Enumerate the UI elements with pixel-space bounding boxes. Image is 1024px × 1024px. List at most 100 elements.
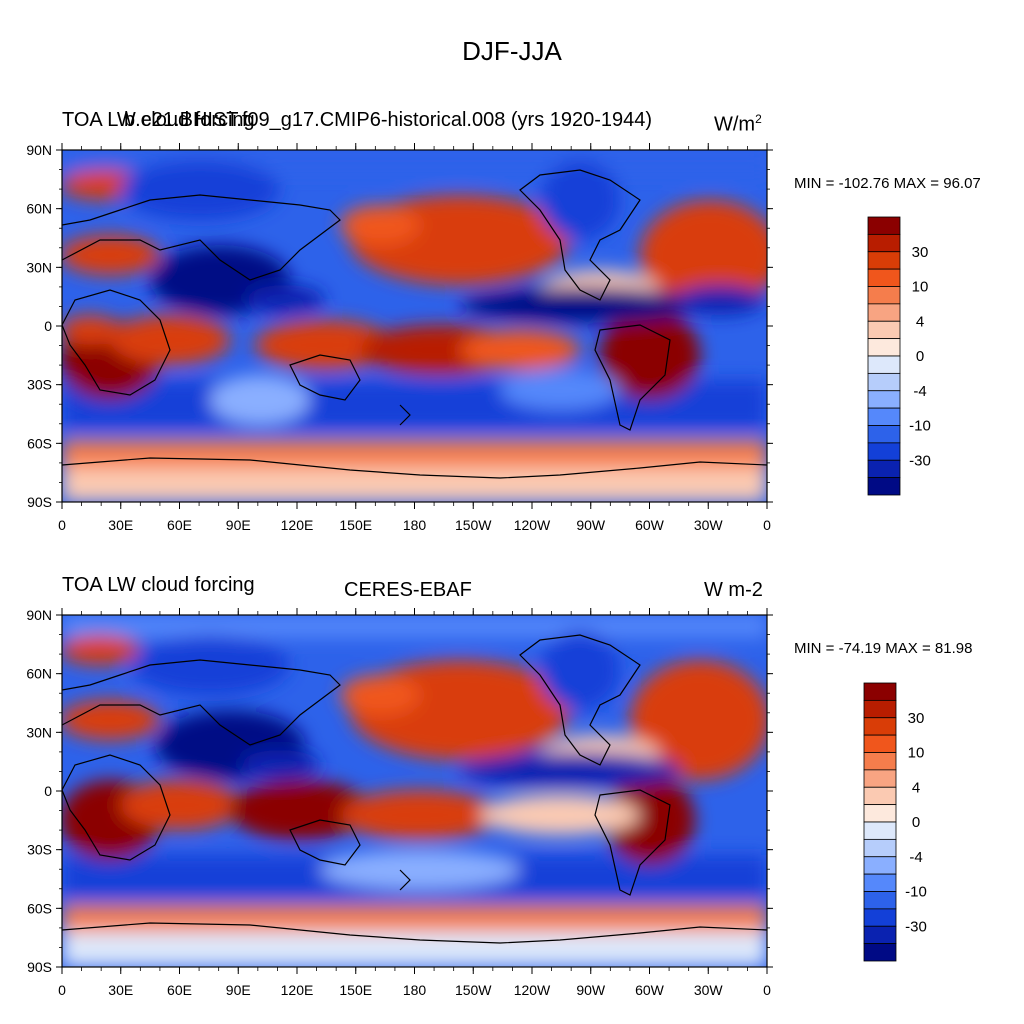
colorbar-swatch: [867, 425, 901, 444]
colorbar-swatch: [867, 216, 901, 235]
lat-label: 60N: [26, 201, 52, 217]
colorbar-swatch: [863, 682, 897, 701]
colorbar-swatch: [863, 804, 897, 823]
lat-label: 30S: [27, 377, 52, 393]
lat-label: 60S: [27, 435, 52, 451]
panel2-center-title: CERES-EBAF: [344, 579, 472, 601]
lon-label: 120W: [514, 982, 551, 998]
lat-label: 90S: [27, 494, 52, 510]
lon-label: 90W: [576, 517, 606, 533]
lon-label: 90E: [226, 517, 251, 533]
colorbar-swatch: [863, 838, 897, 858]
colorbar-swatch: [867, 320, 901, 340]
lon-label: 60E: [167, 517, 192, 533]
panel1-center-title: b.e21.BHIST.f09_g17.CMIP6-historical.008…: [124, 109, 653, 131]
colorbar-swatch: [863, 699, 897, 719]
colorbar-label: -4: [913, 383, 926, 400]
figure-title: DJF-JJA: [462, 36, 562, 66]
panel1-left-title: TOA LW cloud forcing: [62, 109, 255, 131]
lon-label: 30E: [108, 982, 133, 998]
map-panel-2: [62, 615, 767, 967]
colorbar-swatch: [863, 717, 897, 736]
colorbar-swatch: [867, 390, 901, 409]
lat-label: 60S: [27, 900, 52, 916]
colorbar-swatch: [867, 372, 901, 392]
lon-label: 90E: [226, 982, 251, 998]
colorbar-label: 10: [908, 745, 925, 762]
panel2-left-title: TOA LW cloud forcing: [62, 574, 255, 596]
colorbar-label: 10: [912, 279, 929, 296]
colorbar-swatch: [863, 752, 897, 771]
colorbar-label: 4: [916, 313, 924, 330]
colorbar-label: -10: [909, 418, 931, 435]
colorbar-label: -10: [905, 884, 927, 901]
colorbar-label: -30: [905, 918, 927, 935]
coastlines: [62, 169, 767, 479]
colorbar-swatch: [863, 786, 897, 806]
lat-label: 0: [44, 783, 52, 799]
colorbar-label: -4: [909, 849, 922, 866]
colorbar-swatch: [867, 338, 901, 357]
colorbar-swatch: [867, 251, 901, 270]
colorbar-swatch: [867, 477, 901, 496]
panel1-min-max-stats: MIN = -102.76 MAX = 96.07: [794, 175, 981, 192]
lon-label: 120E: [281, 517, 314, 533]
colorbar-swatch: [863, 873, 897, 892]
lon-label: 0: [58, 517, 66, 533]
lon-label: 90W: [576, 982, 606, 998]
lon-label: 120W: [514, 517, 551, 533]
colorbar-swatch: [863, 891, 897, 910]
lon-label: 30W: [694, 517, 724, 533]
lon-label: 60E: [167, 982, 192, 998]
panel1-units: W/m2: [714, 112, 762, 136]
lat-label: 60N: [26, 666, 52, 682]
lat-label: 30N: [26, 724, 52, 740]
lon-label: 0: [763, 982, 771, 998]
lon-label: 150E: [339, 982, 372, 998]
lon-label: 180: [403, 982, 427, 998]
lat-label: 90N: [26, 142, 52, 158]
lat-label: 30N: [26, 259, 52, 275]
colorbar-swatch: [863, 925, 897, 945]
colorbar-swatch: [867, 355, 901, 374]
colorbar-swatch: [863, 943, 897, 962]
colorbar-label: 4: [912, 779, 920, 796]
coastlines: [62, 634, 767, 944]
colorbar-swatch: [867, 303, 901, 322]
colorbar-swatch: [863, 856, 897, 875]
colorbar-swatch: [867, 442, 901, 461]
colorbar-swatch: [867, 286, 901, 305]
colorbar-swatch: [863, 734, 897, 753]
lat-label: 90S: [27, 959, 52, 975]
colorbar-label: 30: [908, 710, 925, 727]
colorbar-label: 0: [916, 348, 924, 365]
colorbar-swatch: [867, 268, 901, 287]
lon-label: 60W: [635, 982, 665, 998]
lon-label: 0: [763, 517, 771, 533]
map-panel-1: [62, 150, 767, 502]
lon-label: 150W: [455, 517, 492, 533]
colorbar-swatch: [867, 407, 901, 426]
lon-label: 30E: [108, 517, 133, 533]
colorbar-swatch: [863, 769, 897, 788]
lat-label: 30S: [27, 842, 52, 858]
colorbar-label: 0: [912, 814, 920, 831]
colorbar-label: -30: [909, 452, 931, 469]
lon-label: 120E: [281, 982, 314, 998]
lat-label: 0: [44, 318, 52, 334]
colorbar-label: 30: [912, 244, 929, 261]
lon-label: 150W: [455, 982, 492, 998]
lon-label: 180: [403, 517, 427, 533]
colorbar-swatch: [863, 908, 897, 927]
lat-label: 90N: [26, 607, 52, 623]
lon-label: 60W: [635, 517, 665, 533]
lon-label: 30W: [694, 982, 724, 998]
panel2-min-max-stats: MIN = -74.19 MAX = 81.98: [794, 640, 973, 657]
colorbar-swatch: [867, 233, 901, 253]
lon-label: 150E: [339, 517, 372, 533]
lon-label: 0: [58, 982, 66, 998]
panel2-units: W m-2: [704, 579, 763, 601]
colorbar-swatch: [863, 821, 897, 840]
colorbar-swatch: [867, 459, 901, 479]
